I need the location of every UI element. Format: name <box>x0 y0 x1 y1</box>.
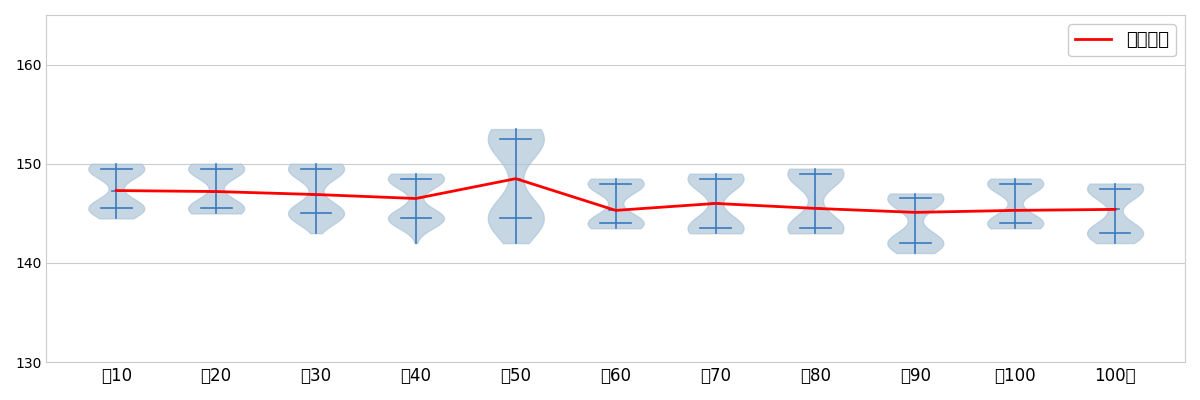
球速平均 <box>409 196 424 201</box>
球速平均 <box>109 188 124 193</box>
球速平均 <box>908 210 923 215</box>
球速平均 <box>1008 208 1022 213</box>
球速平均 <box>509 176 523 181</box>
球速平均 <box>708 201 722 206</box>
球速平均 <box>1108 207 1122 212</box>
Line: 球速平均: 球速平均 <box>116 179 1115 212</box>
球速平均 <box>809 206 823 211</box>
球速平均 <box>308 192 323 197</box>
Legend: 球速平均: 球速平均 <box>1068 24 1176 56</box>
球速平均 <box>209 189 223 194</box>
球速平均 <box>608 208 623 213</box>
